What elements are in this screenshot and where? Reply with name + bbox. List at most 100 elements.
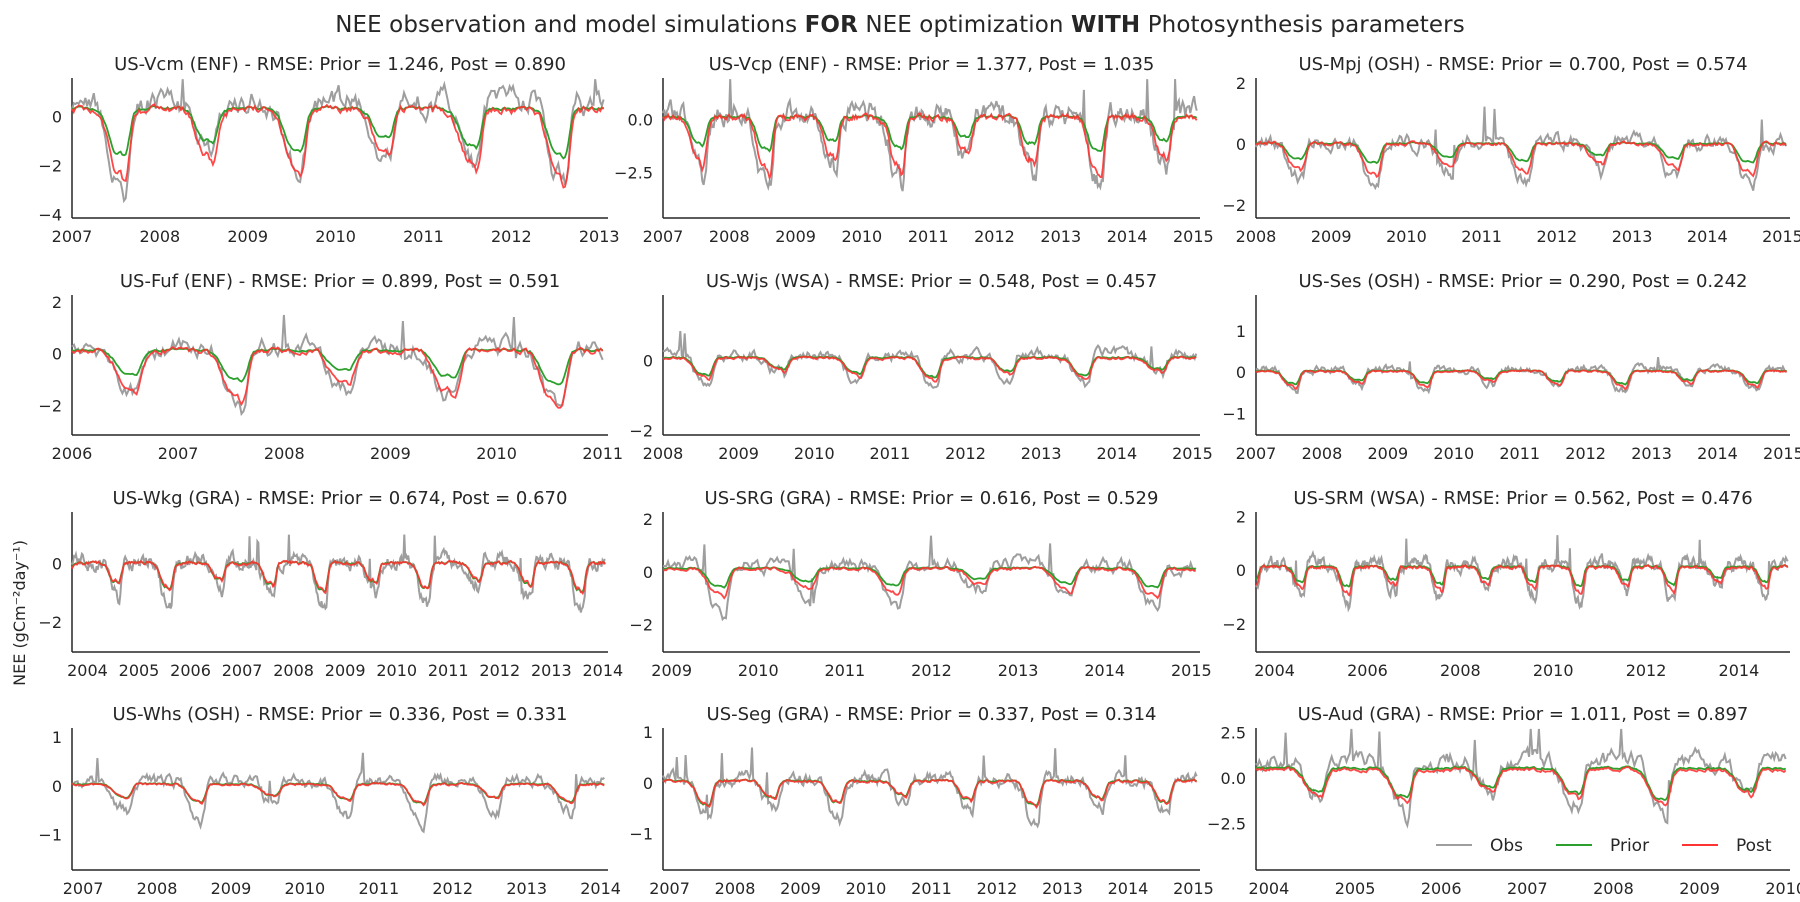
x-tick-label: 2009 (1679, 879, 1720, 898)
subplot-3: US-Fuf (ENF) - RMSE: Prior = 0.899, Post… (38, 271, 623, 463)
x-tick-label: 2004 (1254, 661, 1295, 680)
y-tick-label: 0 (643, 352, 653, 371)
y-tick-label: −2 (629, 616, 653, 635)
y-tick-label: 2 (643, 510, 653, 529)
subplot-8: US-SRM (WSA) - RMSE: Prior = 0.562, Post… (1222, 488, 1790, 680)
x-tick-label: 2013 (579, 227, 620, 246)
y-tick-label: −2 (38, 613, 62, 632)
title-bold-2: WITH (1071, 12, 1141, 38)
series-prior-line (1255, 369, 1787, 386)
series-post-line (662, 778, 1197, 809)
subplot-10: US-Seg (GRA) - RMSE: Prior = 0.337, Post… (629, 704, 1213, 898)
series-obs-line (71, 314, 604, 417)
x-tick-label: 2013 (506, 879, 547, 898)
x-tick-label: 2008 (643, 444, 684, 463)
series-obs-line (71, 752, 605, 834)
x-tick-label: 2008 (140, 227, 181, 246)
x-tick-label: 2009 (1367, 444, 1408, 463)
y-tick-label: 1 (643, 723, 653, 742)
x-tick-label: 2009 (718, 444, 759, 463)
title-part-3: Photosynthesis parameters (1140, 12, 1465, 38)
subplot-9: US-Whs (OSH) - RMSE: Prior = 0.336, Post… (38, 704, 621, 898)
x-tick-label: 2015 (1171, 661, 1212, 680)
x-tick-label: 2006 (52, 444, 93, 463)
series-post-line (662, 565, 1196, 600)
x-tick-label: 2012 (977, 879, 1018, 898)
y-tick-label: −1 (629, 825, 653, 844)
x-tick-label: 2015 (1763, 444, 1800, 463)
y-tick-label: −2 (1222, 615, 1246, 634)
x-tick-label: 2014 (582, 661, 623, 680)
x-tick-label: 2012 (911, 661, 952, 680)
series-post-line (1255, 369, 1787, 391)
x-tick-label: 2011 (428, 661, 469, 680)
subplot-11: US-Aud (GRA) - RMSE: Prior = 1.011, Post… (1207, 704, 1800, 898)
y-tick-label: 0 (52, 777, 62, 796)
x-tick-label: 2007 (222, 661, 263, 680)
x-tick-label: 2014 (580, 879, 621, 898)
x-tick-label: 2011 (358, 879, 399, 898)
y-tick-label: 2.5 (1221, 723, 1246, 742)
subplot-title: US-Wkg (GRA) - RMSE: Prior = 0.674, Post… (113, 488, 568, 509)
series-obs-line (662, 331, 1198, 390)
subplot-title: US-Mpj (OSH) - RMSE: Prior = 0.700, Post… (1298, 54, 1747, 75)
subplot-1: US-Vcp (ENF) - RMSE: Prior = 1.377, Post… (614, 54, 1214, 246)
series-post-line (71, 103, 605, 189)
x-tick-label: 2013 (1612, 227, 1653, 246)
y-tick-label: 0 (1236, 363, 1246, 382)
x-tick-label: 2004 (1249, 879, 1290, 898)
series-prior-line (1255, 765, 1787, 801)
x-tick-label: 2013 (998, 661, 1039, 680)
x-tick-label: 2012 (491, 227, 532, 246)
series-prior-line (1255, 141, 1787, 165)
series-post-line (71, 781, 605, 807)
x-tick-label: 2014 (1107, 227, 1148, 246)
y-tick-label: −2 (629, 422, 653, 441)
x-tick-label: 2015 (1173, 879, 1214, 898)
y-tick-label: 0 (52, 345, 62, 364)
x-tick-label: 2014 (1687, 227, 1728, 246)
subplot-title: US-Vcp (ENF) - RMSE: Prior = 1.377, Post… (709, 54, 1155, 75)
x-tick-label: 2011 (870, 444, 911, 463)
x-tick-label: 2008 (1593, 879, 1634, 898)
x-tick-label: 2011 (403, 227, 444, 246)
y-tick-label: 2 (1236, 507, 1246, 526)
subplot-4: US-Wjs (WSA) - RMSE: Prior = 0.548, Post… (629, 271, 1212, 463)
title-part-1: NEE observation and model simulations (335, 12, 805, 38)
series-prior-line (71, 104, 604, 160)
x-tick-label: 2012 (945, 444, 986, 463)
x-tick-label: 2010 (285, 879, 326, 898)
x-tick-label: 2009 (780, 879, 821, 898)
x-tick-label: 2008 (1302, 444, 1343, 463)
x-tick-label: 2010 (1433, 444, 1474, 463)
subplot-title: US-Seg (GRA) - RMSE: Prior = 0.337, Post… (707, 704, 1157, 725)
x-tick-label: 2012 (974, 227, 1015, 246)
series-post-line (662, 111, 1198, 181)
series-prior-line (71, 781, 605, 806)
x-tick-label: 2014 (1108, 879, 1149, 898)
series-obs-line (662, 79, 1198, 192)
x-tick-label: 2009 (775, 227, 816, 246)
x-tick-label: 2008 (137, 879, 178, 898)
subplot-0: US-Vcm (ENF) - RMSE: Prior = 1.246, Post… (38, 54, 619, 246)
x-tick-label: 2008 (1440, 661, 1481, 680)
series-obs-line (1255, 106, 1788, 191)
subplot-title: US-Vcm (ENF) - RMSE: Prior = 1.246, Post… (114, 54, 566, 75)
subplot-title: US-Whs (OSH) - RMSE: Prior = 0.336, Post… (113, 704, 568, 725)
x-tick-label: 2012 (432, 879, 473, 898)
x-tick-label: 2010 (842, 227, 883, 246)
series-obs-line (71, 534, 606, 613)
y-tick-label: 2 (52, 293, 62, 312)
x-tick-label: 2006 (170, 661, 211, 680)
x-tick-label: 2012 (1626, 661, 1667, 680)
x-tick-label: 2009 (211, 879, 252, 898)
subplot-title: US-Ses (OSH) - RMSE: Prior = 0.290, Post… (1299, 271, 1748, 292)
subplot-title: US-SRM (WSA) - RMSE: Prior = 0.562, Post… (1293, 488, 1752, 509)
x-tick-label: 2007 (649, 879, 690, 898)
x-tick-label: 2010 (1765, 879, 1800, 898)
series-post-line (71, 345, 604, 409)
y-tick-label: 2 (1236, 74, 1246, 93)
x-tick-label: 2011 (908, 227, 949, 246)
legend-label-obs: Obs (1490, 836, 1523, 856)
